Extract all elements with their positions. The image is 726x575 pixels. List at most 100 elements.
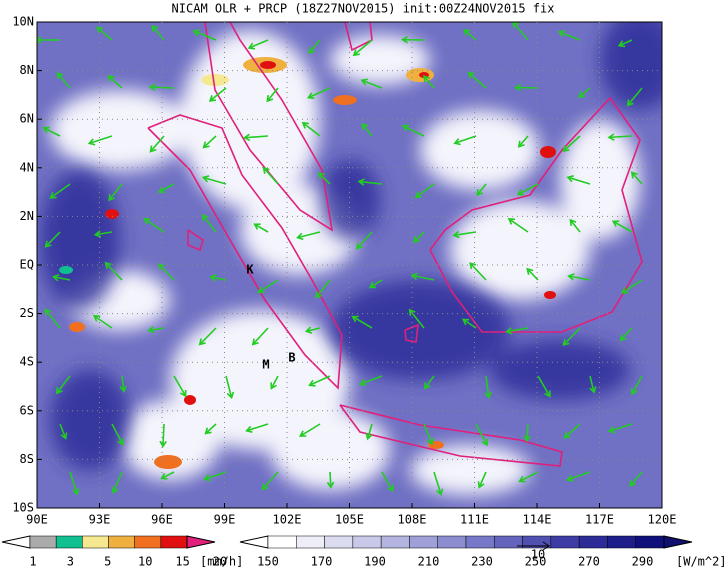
wind-arrow — [159, 423, 167, 448]
map-field — [37, 22, 662, 508]
lat-label: 4S — [20, 355, 34, 369]
legend-end — [1, 535, 31, 549]
lat-label: 2S — [20, 306, 34, 320]
wind-arrow — [245, 423, 269, 433]
wind-arrow — [149, 135, 165, 153]
lon-label: 114E — [523, 513, 552, 527]
wind-arrow — [262, 166, 279, 185]
lon-label: 120E — [648, 513, 677, 527]
wind-arrow — [242, 133, 269, 142]
wind-arrow — [361, 122, 373, 137]
legend-swatch — [465, 535, 495, 549]
wind-arrow — [452, 230, 477, 239]
wind-arrow — [304, 326, 321, 334]
wind-arrow — [257, 279, 279, 294]
lon-label: 111E — [460, 513, 489, 527]
wind-arrow — [626, 87, 643, 107]
wind-arrow — [619, 327, 633, 342]
wind-arrow — [44, 231, 61, 248]
wind-arrow — [49, 183, 71, 199]
wind-arrow — [157, 183, 175, 194]
legend-tick-label: 5 — [104, 555, 111, 569]
legend-tick-label: 170 — [311, 555, 333, 569]
legend-swatch — [108, 535, 135, 549]
wind-arrow — [266, 87, 279, 103]
wind-arrow — [69, 471, 80, 496]
wind-arrow — [463, 28, 477, 41]
wind-arrow — [203, 471, 227, 482]
wind-arrow — [55, 375, 71, 395]
legend-tick-label: 230 — [471, 555, 493, 569]
wind-arrow — [414, 183, 435, 199]
lon-label: 90E — [26, 513, 48, 527]
wind-arrow — [56, 72, 71, 89]
wind-arrow — [368, 279, 383, 289]
lon-label: 102E — [273, 513, 302, 527]
wind-arrow — [517, 135, 529, 148]
legend-tick-label: 15 — [175, 555, 189, 569]
map-title: NICAM OLR + PRCP (18Z27NOV2015) init:00Z… — [172, 2, 555, 16]
legend-swatch — [267, 535, 297, 549]
legend-swatch — [82, 535, 109, 549]
wind-arrow — [308, 39, 321, 55]
wind-arrow — [37, 36, 60, 44]
legend-swatch — [296, 535, 325, 549]
wind-arrow — [198, 327, 217, 346]
legend-unit: [mm/h] — [200, 555, 243, 569]
wind-arrow — [365, 423, 373, 441]
wind-arrow — [192, 29, 217, 41]
wind-arrow — [44, 308, 61, 329]
lat-label: 8S — [20, 452, 34, 466]
legend-tick-label: 3 — [67, 555, 74, 569]
wind-arrow — [51, 273, 71, 282]
wind-arrow — [307, 87, 331, 100]
lat-label: 8N — [20, 63, 34, 77]
wind-arrow — [301, 121, 321, 137]
wind-arrow — [467, 71, 487, 89]
wind-arrow — [201, 213, 217, 233]
wind-arrow — [351, 315, 373, 329]
wind-arrow — [111, 423, 124, 446]
wind-arrow — [59, 423, 68, 440]
wind-arrow — [147, 325, 165, 334]
legend-tick-label: 20 — [213, 555, 227, 569]
vector-reference — [517, 541, 550, 551]
wind-arrow — [620, 279, 643, 294]
wind-arrow — [469, 262, 487, 281]
legend-tick-label: 210 — [418, 555, 440, 569]
lon-label: 117E — [585, 513, 614, 527]
lat-label: 6S — [20, 403, 34, 417]
wind-arrow — [611, 220, 633, 233]
wind-arrow — [225, 375, 235, 400]
wind-arrow — [308, 375, 331, 387]
wind-arrow — [526, 267, 539, 281]
wind-arrow — [631, 375, 643, 396]
wind-arrow — [93, 230, 113, 238]
legend-swatch — [160, 535, 188, 549]
legend-end — [663, 535, 693, 549]
wind-arrow — [204, 423, 217, 435]
wind-arrow — [577, 87, 591, 98]
wind-arrow — [507, 218, 529, 233]
legend-tick-label: 1 — [29, 555, 36, 569]
wind-arrow — [42, 126, 61, 137]
legend-tick-label: 190 — [364, 555, 386, 569]
wind-arrow — [461, 318, 477, 329]
wind-arrow — [92, 315, 113, 329]
legend-end — [239, 535, 269, 549]
legend-unit: [W/m^2] — [676, 555, 726, 569]
wind-arrow — [355, 231, 373, 250]
lon-label: 93E — [89, 513, 111, 527]
wind-arrow — [160, 471, 175, 480]
wind-arrow — [173, 375, 187, 398]
wind-arrow — [202, 135, 217, 149]
wind-arrow — [326, 471, 335, 489]
wind-arrow — [562, 135, 581, 153]
wind-arrow — [518, 471, 539, 483]
wind-arrow — [477, 471, 487, 489]
wind-arrow — [357, 178, 383, 186]
wind-arrow — [410, 272, 435, 281]
wind-arrow — [565, 471, 591, 482]
wind-arrow — [423, 74, 435, 89]
